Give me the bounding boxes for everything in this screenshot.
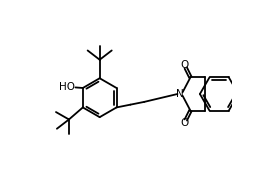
Text: O: O — [181, 60, 189, 70]
Text: HO: HO — [59, 82, 75, 92]
Text: O: O — [181, 118, 189, 128]
Text: N: N — [176, 89, 184, 99]
